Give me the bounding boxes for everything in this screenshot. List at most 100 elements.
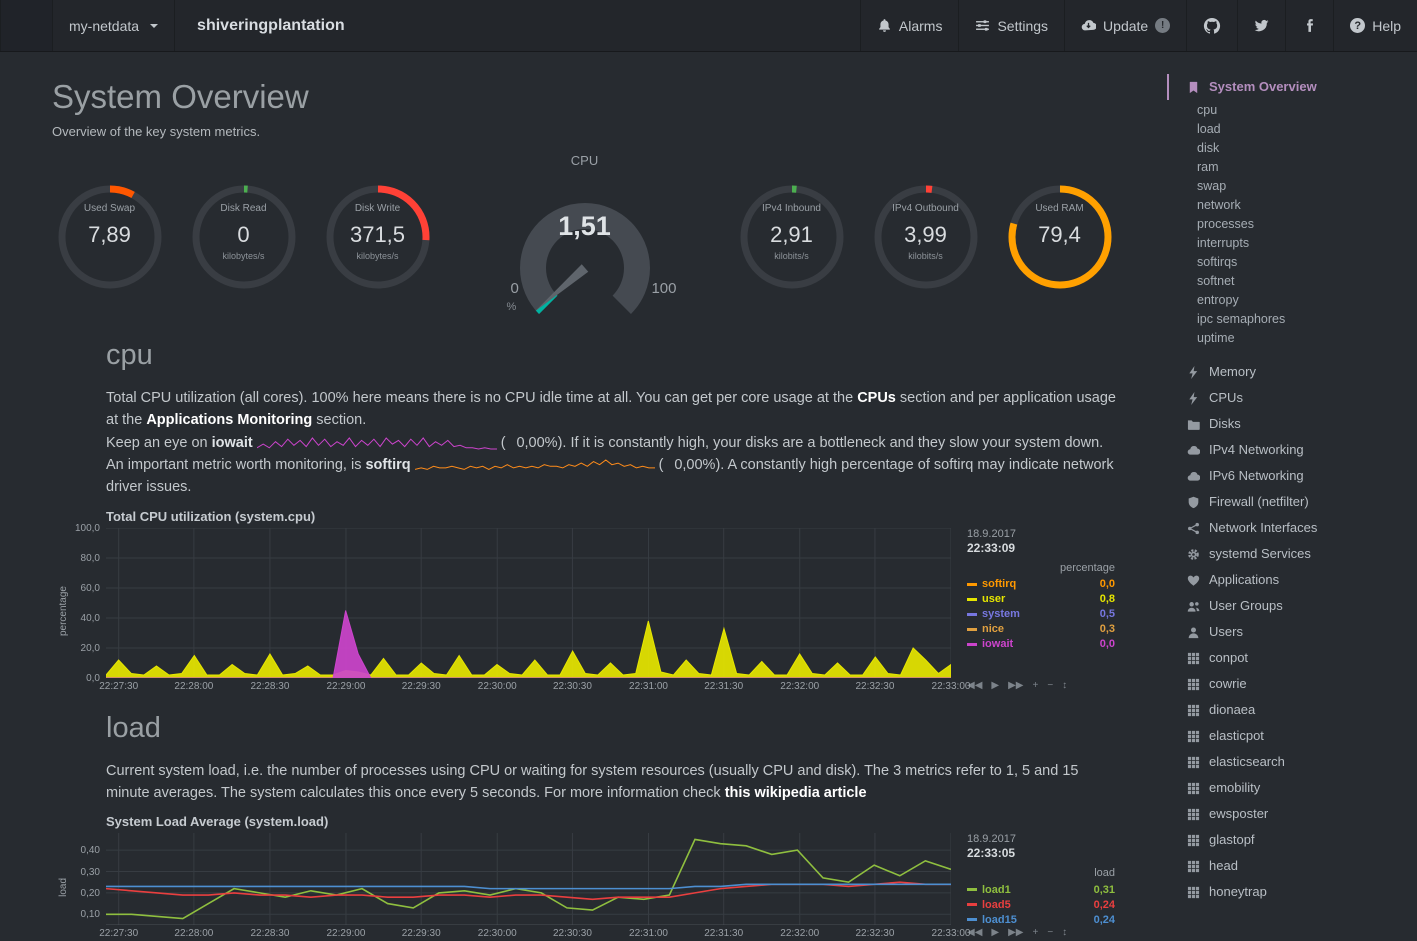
- sidebar-item-ipv4-networking[interactable]: IPv4 Networking: [1167, 437, 1417, 463]
- shield-icon: [1188, 496, 1199, 508]
- gauge-ipv4-inbound[interactable]: IPv4 Inbound 2,91 kilobits/s: [737, 182, 847, 292]
- sidebar-subitem-entropy[interactable]: entropy: [1197, 292, 1239, 307]
- sidebar-subitem-cpu[interactable]: cpu: [1197, 102, 1218, 117]
- sidebar-item-ipv6-networking[interactable]: IPv6 Networking: [1167, 463, 1417, 489]
- zoom-in-button[interactable]: +: [1032, 679, 1039, 691]
- x-tick-label: 22:29:30: [401, 680, 441, 692]
- cpu-chart-plot[interactable]: [106, 528, 951, 678]
- resize-button[interactable]: ↕: [1062, 927, 1068, 939]
- gauge-value: 3,99: [904, 222, 947, 247]
- y-tick-label: 0,10: [80, 909, 100, 921]
- sidebar-item-applications[interactable]: Applications: [1167, 567, 1417, 593]
- legend-item-system[interactable]: system 0,5: [967, 608, 1117, 620]
- applications-monitoring-link[interactable]: Applications Monitoring: [146, 411, 313, 428]
- help-button[interactable]: ? Help: [1333, 0, 1417, 51]
- sidebar-item-head[interactable]: head: [1167, 853, 1417, 879]
- legend-item-load1[interactable]: load1 0,31: [967, 884, 1117, 896]
- x-tick-label: 22:30:30: [552, 680, 592, 692]
- sidebar-subitem-softirqs[interactable]: softirqs: [1197, 254, 1238, 269]
- play-button[interactable]: ▶: [991, 679, 1000, 691]
- legend-item-iowait[interactable]: iowait 0,0: [967, 638, 1117, 650]
- load-chart-plot[interactable]: [106, 833, 951, 925]
- navbar-left-spacer: [0, 0, 52, 51]
- sidebar-subitem-interrupts[interactable]: interrupts: [1197, 235, 1250, 250]
- facebook-button[interactable]: [1285, 0, 1333, 51]
- gauge-used-ram[interactable]: Used RAM 79,4: [1005, 182, 1115, 292]
- y-tick-label: 0,40: [80, 845, 100, 857]
- x-tick-label: 22:32:30: [855, 680, 895, 692]
- legend-item-load15[interactable]: load15 0,24: [967, 914, 1117, 926]
- gauge-disk-read[interactable]: Disk Read 0 kilobytes/s: [189, 182, 299, 292]
- cpus-link[interactable]: CPUs: [857, 390, 896, 406]
- sidebar-item-glastopf[interactable]: glastopf: [1167, 827, 1417, 853]
- twitter-button[interactable]: [1237, 0, 1285, 51]
- legend-swatch: [967, 582, 977, 586]
- sidebar-item-systemd-services[interactable]: systemd Services: [1167, 541, 1417, 567]
- sidebar-item-system-overview[interactable]: System Overview: [1167, 74, 1417, 100]
- legend-item-user[interactable]: user 0,8: [967, 593, 1117, 605]
- zoom-out-button[interactable]: −: [1047, 927, 1054, 939]
- sidebar-subitem-network[interactable]: network: [1197, 197, 1241, 212]
- sidebar-item-cpus[interactable]: CPUs: [1167, 385, 1417, 411]
- iowait-sparkline[interactable]: [257, 436, 497, 450]
- legend-item-nice[interactable]: nice 0,3: [967, 623, 1117, 635]
- pan-forward-button[interactable]: ▶▶: [1008, 679, 1024, 691]
- gauge-unit: %: [506, 301, 517, 313]
- gauges-row: Used Swap 7,89 Disk Read 0 kilobytes/s D…: [52, 153, 1117, 321]
- sidebar-item-disks[interactable]: Disks: [1167, 411, 1417, 437]
- sidebar-item-elasticpot[interactable]: elasticpot: [1167, 723, 1417, 749]
- sidebar-item-firewall-netfilter[interactable]: Firewall (netfilter): [1167, 489, 1417, 515]
- sidebar-item-emobility[interactable]: emobility: [1167, 775, 1417, 801]
- sidebar-subitem-load[interactable]: load: [1197, 121, 1221, 136]
- gauge-ipv4-outbound[interactable]: IPv4 Outbound 3,99 kilobits/s: [871, 182, 981, 292]
- sidebar-item-network-interfaces[interactable]: Network Interfaces: [1167, 515, 1417, 541]
- gauge-cpu[interactable]: CPU 1,51 0 100 %: [485, 153, 685, 321]
- facebook-icon: [1307, 19, 1314, 32]
- my-netdata-menu[interactable]: my-netdata: [52, 0, 174, 51]
- legend-item-load5[interactable]: load5 0,24: [967, 899, 1117, 911]
- gauge-unit: kilobytes/s: [222, 251, 265, 261]
- legend-date: 18.9.2017: [967, 833, 1016, 846]
- sidebar-item-ewsposter[interactable]: ewsposter: [1167, 801, 1417, 827]
- sidebar-subitem-softnet[interactable]: softnet: [1197, 273, 1235, 288]
- sidebar-subitem-ipc-semaphores[interactable]: ipc semaphores: [1197, 311, 1286, 326]
- legend-series-name: nice: [982, 623, 1005, 636]
- gauge-used-swap[interactable]: Used Swap 7,89: [55, 182, 165, 292]
- sidebar-subitem-disk[interactable]: disk: [1197, 140, 1220, 155]
- sidebar-item-conpot[interactable]: conpot: [1167, 645, 1417, 671]
- github-button[interactable]: [1186, 0, 1237, 51]
- sidebar-item-label: IPv6 Networking: [1209, 468, 1304, 483]
- legend-series-name: softirq: [982, 578, 1017, 591]
- sidebar-subitem-uptime[interactable]: uptime: [1197, 330, 1235, 345]
- gauge-disk-write[interactable]: Disk Write 371,5 kilobytes/s: [323, 182, 433, 292]
- bolt-icon: [1189, 391, 1198, 405]
- zoom-in-button[interactable]: +: [1032, 927, 1039, 939]
- pan-forward-button[interactable]: ▶▶: [1008, 927, 1024, 939]
- sidebar-item-honeytrap[interactable]: honeytrap: [1167, 879, 1417, 905]
- zoom-out-button[interactable]: −: [1047, 679, 1054, 691]
- sidebar-item-user-groups[interactable]: User Groups: [1167, 593, 1417, 619]
- sidebar-item-label: IPv4 Networking: [1209, 442, 1304, 457]
- settings-button[interactable]: Settings: [958, 0, 1064, 51]
- sidebar-subitem-swap[interactable]: swap: [1197, 178, 1227, 193]
- pan-backward-button[interactable]: ◀◀: [967, 679, 983, 691]
- update-button[interactable]: Update !: [1064, 0, 1186, 51]
- legend-series-value: 0,5: [1099, 608, 1115, 621]
- sidebar-item-elasticsearch[interactable]: elasticsearch: [1167, 749, 1417, 775]
- grid-icon: [1187, 834, 1200, 846]
- sidebar-item-dionaea[interactable]: dionaea: [1167, 697, 1417, 723]
- softirq-sparkline[interactable]: [415, 458, 655, 472]
- wikipedia-article-link[interactable]: this wikipedia article: [724, 784, 867, 801]
- alarms-button[interactable]: Alarms: [859, 0, 959, 51]
- sidebar-subitem-processes[interactable]: processes: [1197, 216, 1254, 231]
- cpu-chart-y-axis-title: percentage: [57, 585, 69, 636]
- sidebar-item-cowrie[interactable]: cowrie: [1167, 671, 1417, 697]
- legend-item-softirq[interactable]: softirq 0,0: [967, 578, 1117, 590]
- text: Current system load, i.e. the number of …: [106, 762, 1079, 801]
- sidebar-item-users[interactable]: Users: [1167, 619, 1417, 645]
- sidebar-item-memory[interactable]: Memory: [1167, 359, 1417, 385]
- play-button[interactable]: ▶: [991, 927, 1000, 939]
- cpu-gauge-dial: [519, 203, 650, 314]
- resize-button[interactable]: ↕: [1062, 679, 1068, 691]
- sidebar-subitem-ram[interactable]: ram: [1197, 159, 1219, 174]
